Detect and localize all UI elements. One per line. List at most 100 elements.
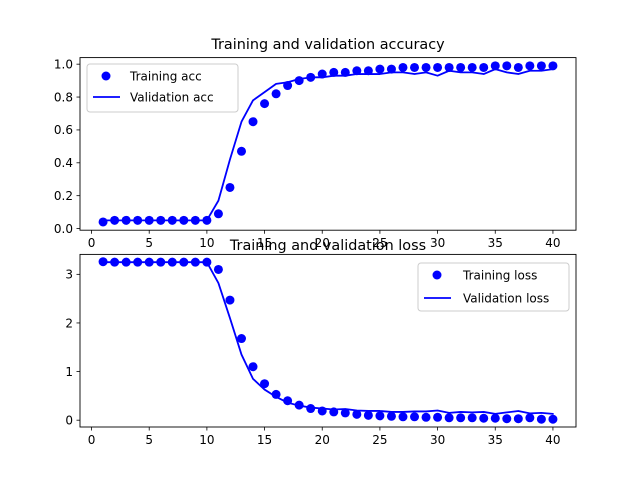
training-acc-point bbox=[513, 62, 523, 72]
validation-loss-line bbox=[102, 261, 554, 415]
x-tick-label: 0 bbox=[88, 433, 96, 447]
loss-axes-frame bbox=[79, 253, 577, 428]
x-tick-label: 10 bbox=[199, 236, 214, 250]
y-tick-label: 0.2 bbox=[54, 189, 73, 203]
legend-label-training-loss: Training loss bbox=[462, 269, 537, 283]
training-acc-point bbox=[236, 146, 246, 156]
y-tick-label: 2 bbox=[65, 316, 73, 330]
accuracy-legend-box bbox=[86, 63, 239, 113]
y-tick-label: 0.6 bbox=[54, 123, 73, 137]
loss-marks bbox=[98, 257, 558, 424]
training-loss-point bbox=[421, 412, 431, 422]
y-tick-label: 1.0 bbox=[54, 57, 73, 71]
training-acc-point bbox=[536, 61, 546, 71]
training-loss-point bbox=[490, 413, 500, 423]
training-loss-point bbox=[260, 379, 270, 389]
training-acc-point bbox=[248, 117, 258, 127]
training-acc-point bbox=[375, 64, 385, 74]
y-tick-label: 0 bbox=[65, 413, 73, 427]
training-acc-point bbox=[225, 182, 235, 192]
y-tick-label: 0.4 bbox=[54, 156, 73, 170]
training-loss-point bbox=[502, 414, 512, 424]
training-loss-point bbox=[479, 413, 489, 423]
training-loss-point bbox=[410, 412, 420, 422]
x-tick-label: 40 bbox=[545, 236, 560, 250]
accuracy-marks bbox=[98, 61, 558, 227]
training-acc-point bbox=[479, 62, 489, 72]
training-acc-point bbox=[329, 67, 339, 77]
loss-legend-box bbox=[417, 262, 570, 312]
training-loss-point bbox=[456, 413, 466, 423]
x-tick-label: 35 bbox=[488, 433, 503, 447]
training-acc-point bbox=[548, 61, 558, 71]
x-tick-label: 5 bbox=[145, 433, 153, 447]
training-loss-point bbox=[433, 412, 443, 422]
x-tick-label: 15 bbox=[257, 236, 272, 250]
training-loss-point bbox=[352, 409, 362, 419]
training-loss-point bbox=[271, 389, 281, 399]
training-acc-point bbox=[421, 62, 431, 72]
training-acc-point bbox=[98, 217, 108, 227]
legend-marker-training-acc bbox=[101, 71, 111, 81]
training-loss-point bbox=[467, 413, 477, 423]
x-tick-label: 20 bbox=[315, 236, 330, 250]
training-acc-point bbox=[213, 209, 223, 219]
validation-acc-line bbox=[102, 68, 554, 222]
training-loss-point bbox=[398, 412, 408, 422]
training-acc-point bbox=[386, 64, 396, 74]
accuracy-y-ticks: 0.0 0.2 0.4 0.6 0.8 1.0 bbox=[54, 57, 80, 236]
x-tick-label: 20 bbox=[315, 433, 330, 447]
x-tick-label: 40 bbox=[545, 433, 560, 447]
training-loss-point bbox=[225, 295, 235, 305]
training-loss-point bbox=[236, 334, 246, 344]
legend-label-validation-acc: Validation acc bbox=[130, 91, 214, 105]
x-tick-label: 5 bbox=[145, 236, 153, 250]
x-tick-label: 10 bbox=[199, 433, 214, 447]
training-loss-point bbox=[375, 411, 385, 421]
accuracy-chart-title: Training and validation accuracy bbox=[210, 37, 445, 53]
x-tick-label: 30 bbox=[430, 433, 445, 447]
loss-y-ticks: 0 1 2 3 bbox=[65, 268, 80, 427]
training-loss-point bbox=[248, 362, 258, 372]
training-loss-point bbox=[548, 414, 558, 424]
training-loss-point bbox=[363, 410, 373, 420]
training-acc-point bbox=[352, 66, 362, 76]
loss-chart-title: Training and validation loss bbox=[229, 238, 426, 254]
legend-label-training-acc: Training acc bbox=[129, 70, 202, 84]
x-tick-label: 25 bbox=[372, 433, 387, 447]
accuracy-chart: Training and validation accuracy 0 5 10 15 2… bbox=[54, 37, 577, 250]
y-tick-label: 3 bbox=[65, 268, 73, 282]
training-acc-point bbox=[490, 61, 500, 71]
training-loss-point bbox=[213, 264, 223, 274]
training-loss-point bbox=[513, 414, 523, 424]
x-tick-label: 25 bbox=[372, 236, 387, 250]
training-acc-point bbox=[398, 62, 408, 72]
training-loss-point bbox=[536, 414, 546, 424]
training-acc-point bbox=[502, 61, 512, 71]
training-acc-point bbox=[363, 66, 373, 76]
training-acc-point bbox=[260, 99, 270, 109]
x-tick-label: 15 bbox=[257, 433, 272, 447]
loss-chart: 0 5 10 15 20 25 30 35 40 0 1 2 3 Training loss Vali… bbox=[65, 238, 577, 447]
training-loss-point bbox=[525, 413, 535, 423]
y-tick-label: 0.0 bbox=[54, 222, 73, 236]
training-acc-point bbox=[271, 89, 281, 99]
training-loss-point bbox=[340, 408, 350, 418]
accuracy-x-ticks: 0 5 10 15 20 25 30 35 40 bbox=[88, 230, 561, 250]
x-tick-label: 30 bbox=[430, 236, 445, 250]
y-tick-label: 0.8 bbox=[54, 90, 73, 104]
training-acc-point bbox=[444, 62, 454, 72]
x-tick-label: 35 bbox=[488, 236, 503, 250]
training-acc-point bbox=[525, 61, 535, 71]
training-loss-point bbox=[386, 411, 396, 421]
y-tick-label: 1 bbox=[65, 365, 73, 379]
loss-legend: Training loss Validation loss bbox=[417, 262, 570, 312]
legend-marker-training-loss bbox=[432, 270, 442, 280]
training-acc-point bbox=[410, 62, 420, 72]
training-loss-point bbox=[444, 413, 454, 423]
accuracy-legend: Training acc Validation acc bbox=[86, 63, 239, 113]
legend-label-validation-loss: Validation loss bbox=[463, 292, 549, 306]
training-acc-point bbox=[467, 62, 477, 72]
accuracy-axes-frame bbox=[79, 57, 577, 231]
